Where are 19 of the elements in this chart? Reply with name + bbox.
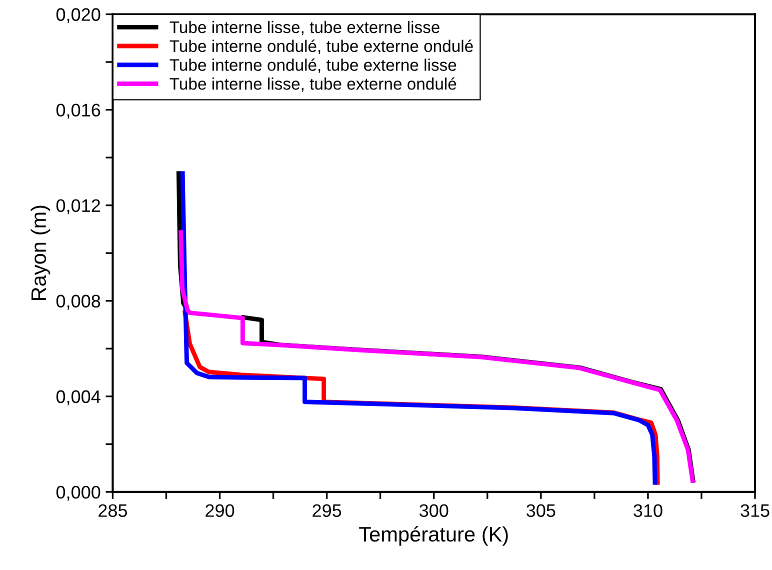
legend-label: Tube interne lisse, tube externe ondulé [170, 77, 456, 92]
x-tick-label: 300 [419, 504, 448, 517]
y-tick-label: 0,000 [56, 486, 100, 501]
legend-label: Tube interne ondulé, tube externe ondulé [170, 40, 473, 54]
y-tick-label: 0,016 [56, 104, 100, 119]
x-tick-label: 290 [206, 504, 234, 517]
x-tick-label: 310 [634, 504, 662, 517]
y-tick-label: 0,020 [56, 8, 100, 24]
legend-label: Tube interne ondulé, tube externe lisse [170, 58, 456, 73]
x-tick-label: 285 [98, 504, 128, 517]
x-tick-label: 305 [526, 504, 556, 517]
y-axis-title: Rayon (m) [30, 206, 50, 300]
y-tick-label: 0,012 [56, 199, 100, 214]
y-tick-label: 0,008 [56, 294, 100, 310]
x-axis-title: Température (K) [359, 526, 508, 546]
legend-label: Tube interne lisse, tube externe lisse [170, 20, 440, 36]
x-tick-label: 295 [312, 504, 342, 517]
x-tick-label: 315 [740, 504, 770, 517]
y-tick-label: 0,004 [56, 390, 100, 406]
